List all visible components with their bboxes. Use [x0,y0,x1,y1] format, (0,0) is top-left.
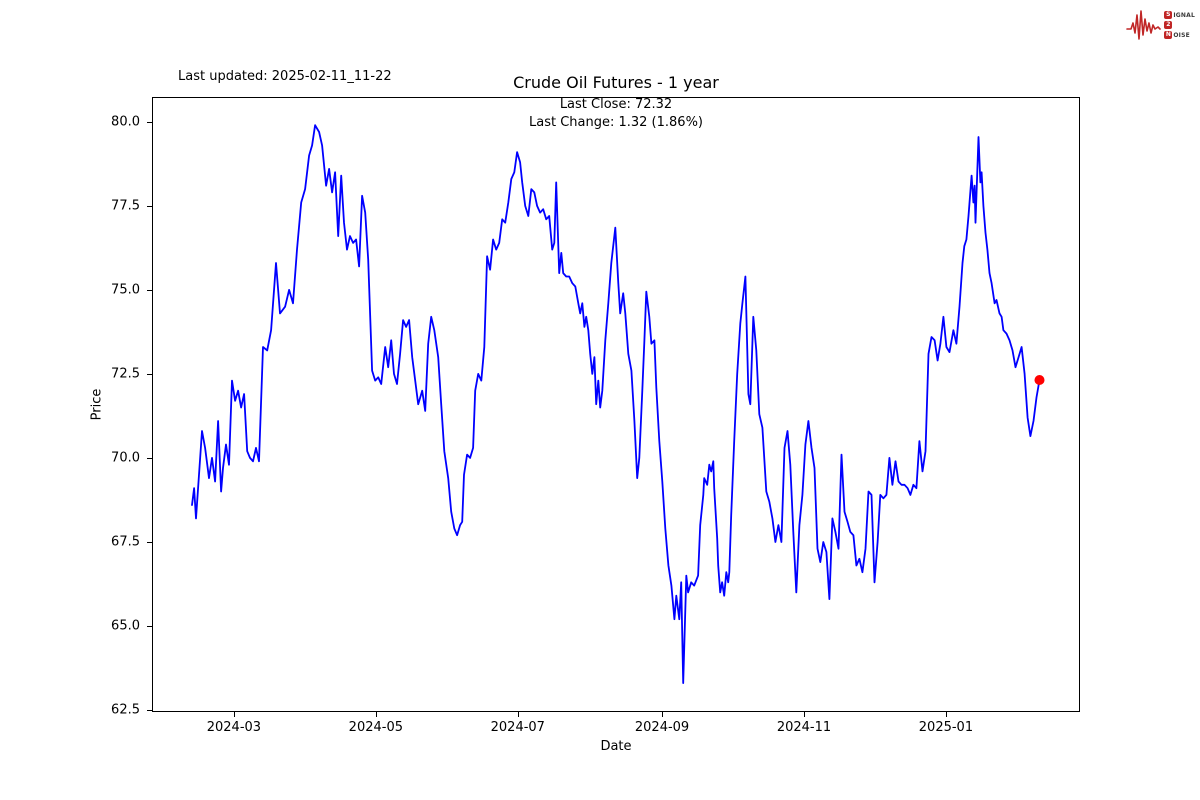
y-tick-label: 77.5 [111,198,140,214]
x-tick-label: 2024-11 [776,720,832,735]
y-tick-label: 72.5 [111,366,140,382]
x-tick-label: 2024-03 [206,720,262,735]
x-tick-label: 2024-09 [634,720,690,735]
logo-row-noise: N OISE [1164,31,1195,39]
logo-word-ignal: IGNAL [1173,11,1195,19]
axes-frame [152,97,1080,712]
x-axis-label: Date [600,739,632,754]
x-tick-label: 2024-05 [348,720,403,735]
logo-row-signal: S IGNAL [1164,11,1195,19]
logo-row-2: 2 [1164,21,1195,29]
logo-word-oise: OISE [1173,31,1190,39]
y-tick-label: 70.0 [111,450,140,466]
y-tick-label: 80.0 [111,114,140,130]
y-axis-label: Price [89,388,105,421]
y-tick-label: 75.0 [111,282,140,298]
last-close-line: Last Close: 72.32 [559,97,673,112]
x-tick-label: 2025-01 [918,720,974,735]
chart-title: Crude Oil Futures - 1 year [513,73,719,92]
last-updated-text: Last updated: 2025-02-11_11-22 [178,69,392,84]
price-series-line [191,124,1041,684]
logo-badge-2: 2 [1164,21,1173,29]
y-tick-label: 65.0 [111,618,140,634]
signal-2-noise-logo: S IGNAL 2 N OISE [1126,6,1195,44]
x-tick-label: 2024-07 [490,720,545,735]
y-tick-label: 62.5 [111,702,140,718]
last-change-line: Last Change: 1.32 (1.86%) [528,115,703,130]
logo-badge-n: N [1164,31,1173,39]
logo-text: S IGNAL 2 N OISE [1164,11,1195,39]
y-tick-label: 67.5 [111,534,140,550]
waveform-icon [1126,10,1162,40]
last-close-marker [1034,375,1045,385]
logo-badge-s: S [1164,11,1173,19]
last-close-annotation: Last Close: 72.32 Last Change: 1.32 (1.8… [152,96,1080,132]
